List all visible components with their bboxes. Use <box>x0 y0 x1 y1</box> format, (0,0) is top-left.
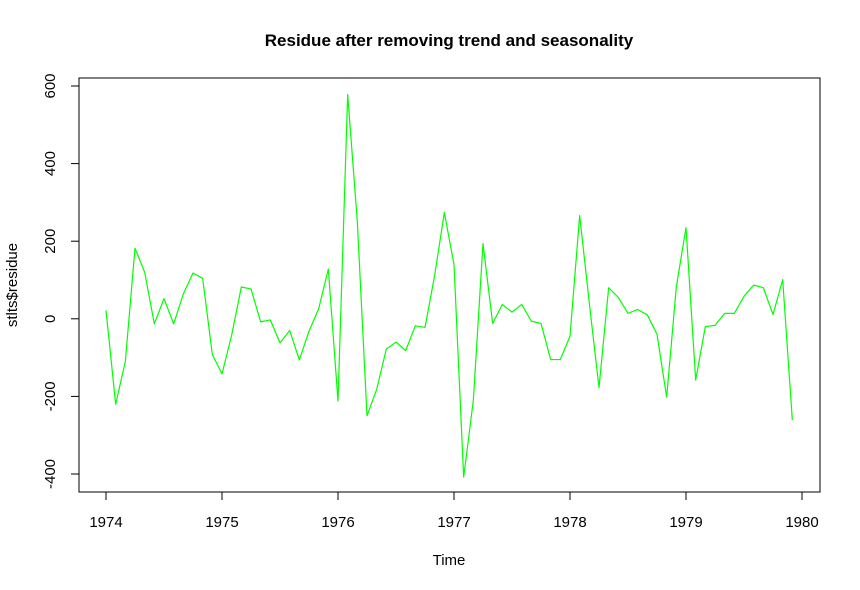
y-axis: -400 -200 0 200 400 600 <box>42 73 80 489</box>
y-tick-label: -200 <box>42 381 59 411</box>
x-axis-label: Time <box>433 552 466 569</box>
x-tick-label: 1976 <box>321 514 354 531</box>
x-tick-label: 1979 <box>669 514 702 531</box>
y-tick-label: 600 <box>42 73 59 98</box>
x-tick-label: 1975 <box>205 514 238 531</box>
chart-title: Residue after removing trend and seasona… <box>265 31 634 50</box>
y-tick-label: -400 <box>42 459 59 489</box>
x-tick-label: 1978 <box>553 514 586 531</box>
x-tick-label: 1980 <box>785 514 818 531</box>
series-layer <box>105 93 793 478</box>
plot-frame <box>78 77 821 493</box>
y-tick-label: 200 <box>42 229 59 254</box>
x-tick-label: 1974 <box>89 514 122 531</box>
y-axis-label: stlts$residue <box>4 243 21 327</box>
x-axis: 1974 1975 1976 1977 1978 1979 1980 <box>89 491 819 531</box>
residue-series-line <box>105 93 793 478</box>
x-tick-label: 1977 <box>437 514 470 531</box>
y-tick-label: 400 <box>42 151 59 176</box>
y-tick-label: 0 <box>42 315 59 323</box>
